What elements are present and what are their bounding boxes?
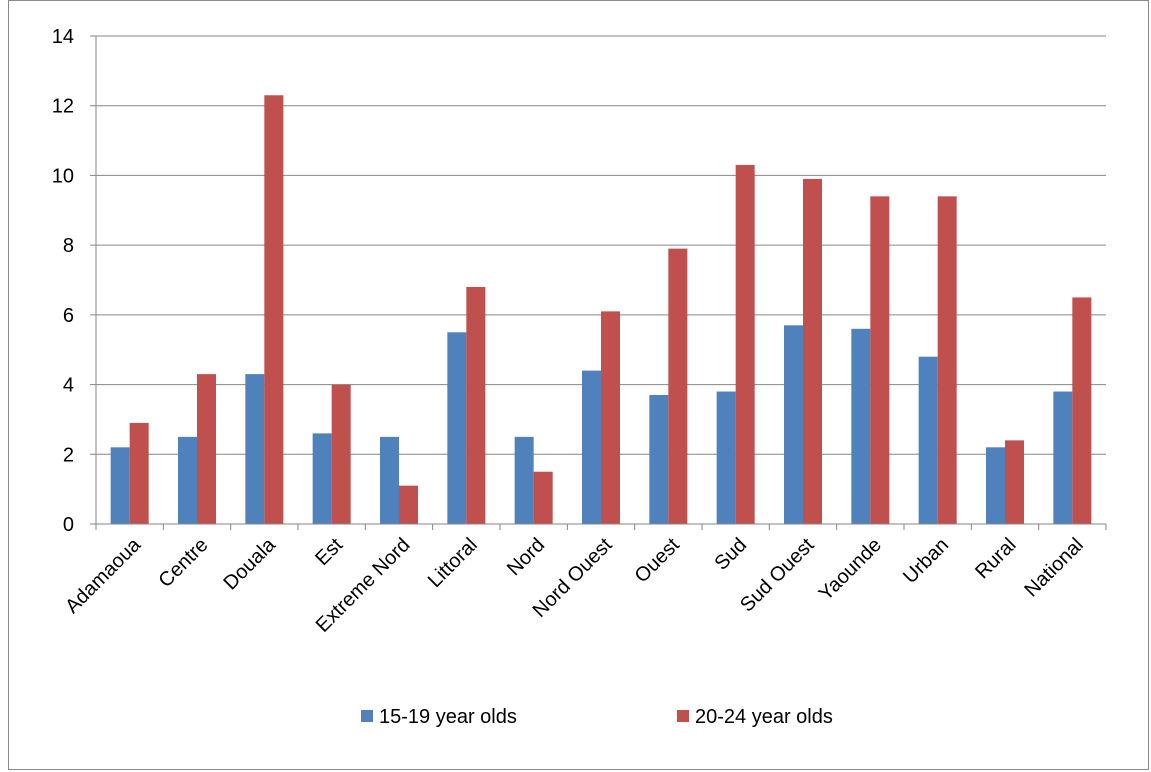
bar-series-1 — [447, 332, 467, 524]
bar-series-2 — [197, 374, 216, 524]
y-tick-label: 12 — [52, 96, 74, 118]
x-tick-label: Rural — [971, 534, 1020, 583]
bar-series-2 — [264, 95, 284, 524]
bar-series-2 — [870, 196, 890, 525]
bar-series-1 — [986, 447, 1005, 524]
bar-series-1 — [1053, 391, 1073, 524]
x-tick-label: Sud Ouest — [736, 534, 819, 617]
bar-series-2 — [601, 311, 620, 524]
bar-series-2 — [803, 178, 822, 524]
x-tick-label: Est — [311, 534, 347, 570]
bar-series-2 — [1005, 440, 1024, 524]
legend-swatch — [677, 710, 689, 722]
bar-series-1 — [110, 447, 130, 524]
bar-series-1 — [514, 436, 534, 524]
x-tick-label: Urban — [899, 534, 953, 588]
bar-series-1 — [784, 325, 803, 524]
bar-series-1 — [245, 374, 265, 524]
y-tick-label: 6 — [63, 305, 74, 327]
axes — [90, 35, 1107, 530]
legend-label: 15-19 year olds — [379, 706, 517, 728]
bar-series-2 — [331, 384, 351, 524]
legend-label: 20-24 year olds — [695, 706, 833, 728]
x-tick-label: Centre — [155, 534, 213, 592]
bar-series-2 — [1072, 297, 1092, 524]
bar-series-2 — [399, 485, 418, 524]
bar-series-1 — [649, 395, 669, 524]
x-tick-label: National — [1020, 534, 1087, 601]
bars — [110, 95, 1092, 525]
bar-series-2 — [668, 248, 688, 524]
y-tick-label: 0 — [63, 514, 74, 536]
y-tick-label: 14 — [52, 26, 74, 48]
legend-swatch — [361, 710, 373, 722]
bar-series-2 — [937, 196, 957, 525]
x-tick-label: Yaounde — [815, 534, 886, 605]
bar-series-2 — [735, 164, 755, 524]
y-tick-label: 4 — [63, 375, 74, 397]
bar-series-1 — [178, 436, 197, 524]
x-tick-label: Nord — [503, 534, 549, 580]
y-tick-labels: 0 2 4 6 8 10 12 14 — [52, 26, 74, 536]
y-tick-label: 2 — [63, 444, 74, 466]
bar-series-1 — [380, 436, 399, 524]
bar-series-2 — [129, 422, 149, 524]
y-tick-label: 8 — [63, 235, 74, 257]
bar-series-2 — [533, 471, 553, 524]
x-tick-label: Ouest — [631, 534, 685, 588]
x-tick-label: Adamaoua — [61, 533, 146, 618]
y-tick-label: 10 — [52, 165, 74, 187]
x-tick-label: Littoral — [424, 534, 482, 592]
bar-series-1 — [918, 356, 938, 524]
bar-series-2 — [466, 286, 486, 524]
x-tick-label: Douala — [219, 533, 280, 594]
bar-series-1 — [716, 391, 736, 524]
bar-series-1 — [851, 328, 871, 524]
bar-series-1 — [582, 370, 601, 524]
x-tick-label: Sud — [710, 534, 751, 575]
bar-series-1 — [312, 433, 332, 524]
chart-frame: 0 2 4 6 8 10 12 14 Adamaoua Centre Douala Est Extre… — [8, 0, 1149, 770]
legend: 15-19 year olds 20-24 year olds — [361, 706, 833, 728]
